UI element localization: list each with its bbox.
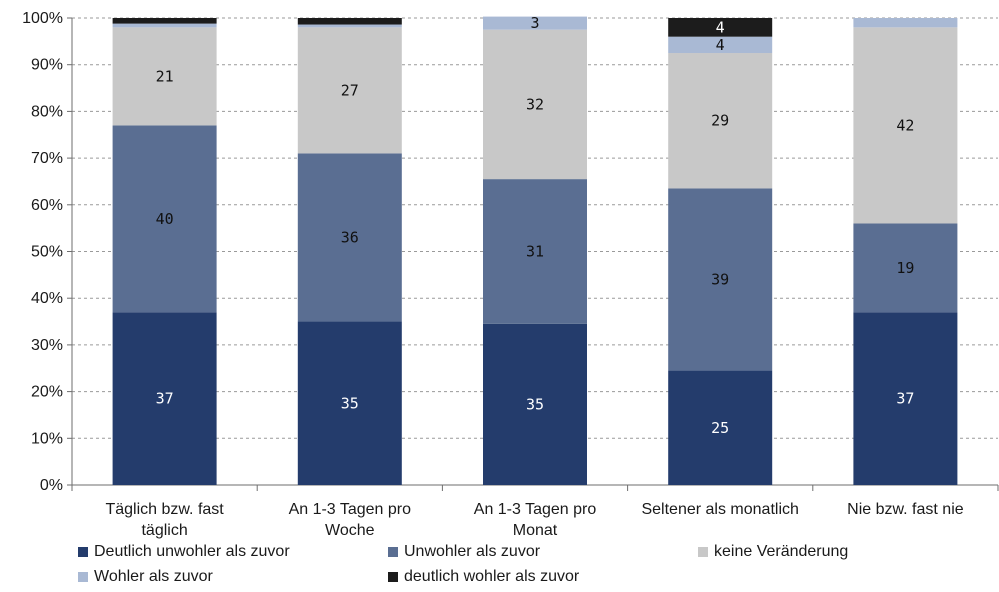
data-label: 37 bbox=[896, 390, 914, 408]
legend-swatch bbox=[78, 547, 88, 557]
x-category-label: An 1-3 Tagen pro bbox=[474, 501, 597, 518]
bar-segment bbox=[297, 24, 402, 28]
bar-segment bbox=[297, 18, 402, 25]
x-category-label: Nie bzw. fast nie bbox=[847, 501, 964, 518]
y-tick-label: 90% bbox=[31, 57, 63, 74]
bar-segment bbox=[112, 23, 217, 28]
legend-swatch bbox=[698, 547, 708, 557]
legend-item: Deutlich unwohler als zuvor bbox=[78, 543, 290, 561]
bar-segment bbox=[668, 18, 773, 37]
data-label: 27 bbox=[341, 81, 359, 99]
legend-label: deutlich wohler als zuvor bbox=[404, 568, 580, 585]
data-label: 4 bbox=[716, 36, 725, 54]
bar-segment bbox=[483, 16, 587, 30]
y-tick-label: 20% bbox=[31, 384, 63, 401]
data-label: 4 bbox=[716, 18, 725, 36]
legend-label: Unwohler als zuvor bbox=[404, 543, 541, 560]
bar-segment bbox=[483, 323, 587, 485]
bar-segment bbox=[112, 18, 217, 24]
data-label: 21 bbox=[156, 67, 174, 85]
bar-segment bbox=[112, 312, 217, 485]
x-category-label: täglich bbox=[141, 522, 187, 539]
bar-segment bbox=[112, 27, 217, 126]
bar-segment bbox=[668, 36, 773, 54]
y-tick-label: 40% bbox=[31, 290, 63, 307]
legend-swatch bbox=[388, 572, 398, 582]
y-tick-label: 80% bbox=[31, 103, 63, 120]
bar-segment bbox=[297, 321, 402, 485]
y-tick-label: 30% bbox=[31, 337, 63, 354]
data-label: 3 bbox=[530, 14, 539, 32]
bar-segment bbox=[297, 27, 402, 154]
x-category-label: Monat bbox=[513, 522, 558, 539]
legend-swatch bbox=[388, 547, 398, 557]
bar-segment bbox=[297, 153, 402, 322]
data-label: 32 bbox=[526, 95, 544, 113]
bar-segment bbox=[112, 125, 217, 313]
bar-segment bbox=[668, 370, 773, 485]
bar-segment bbox=[853, 18, 958, 28]
bar-segment bbox=[853, 312, 958, 485]
bar-segment bbox=[853, 223, 958, 313]
x-category-label: Täglich bzw. fast bbox=[105, 501, 224, 518]
x-category-label: Woche bbox=[325, 522, 375, 539]
legend-label: Deutlich unwohler als zuvor bbox=[94, 543, 290, 560]
y-tick-label: 10% bbox=[31, 430, 63, 447]
legend-label: Wohler als zuvor bbox=[94, 568, 213, 585]
legend-item: deutlich wohler als zuvor bbox=[388, 568, 579, 586]
legend-swatch bbox=[78, 572, 88, 582]
bar-segment bbox=[853, 27, 958, 224]
data-label: 39 bbox=[711, 271, 729, 289]
data-label: 35 bbox=[341, 394, 359, 412]
data-label: 35 bbox=[526, 395, 544, 413]
data-label: 36 bbox=[341, 228, 359, 246]
data-label: 25 bbox=[711, 419, 729, 437]
data-label: 31 bbox=[526, 243, 544, 261]
chart-legend: Deutlich unwohler als zuvor Unwohler als … bbox=[78, 543, 978, 589]
bar-segment bbox=[483, 29, 587, 180]
y-tick-label: 0% bbox=[40, 477, 63, 494]
legend-item: keine Veränderung bbox=[698, 543, 848, 561]
legend-item: Wohler als zuvor bbox=[78, 568, 213, 586]
y-tick-label: 70% bbox=[31, 150, 63, 167]
bar-segment bbox=[483, 179, 587, 324]
data-label: 19 bbox=[896, 259, 914, 277]
bar-segment bbox=[668, 188, 773, 371]
x-category-label: An 1-3 Tagen pro bbox=[289, 501, 412, 518]
data-label: 37 bbox=[156, 390, 174, 408]
data-label: 42 bbox=[896, 116, 914, 134]
y-tick-label: 60% bbox=[31, 197, 63, 214]
x-category-label: Seltener als monatlich bbox=[641, 501, 798, 518]
data-label: 29 bbox=[711, 112, 729, 130]
legend-item: Unwohler als zuvor bbox=[388, 543, 540, 561]
y-tick-label: 50% bbox=[31, 244, 63, 261]
data-label: 40 bbox=[156, 210, 174, 228]
y-tick-label: 100% bbox=[22, 10, 63, 27]
bar-segment bbox=[668, 53, 773, 189]
legend-label: keine Veränderung bbox=[714, 543, 849, 560]
